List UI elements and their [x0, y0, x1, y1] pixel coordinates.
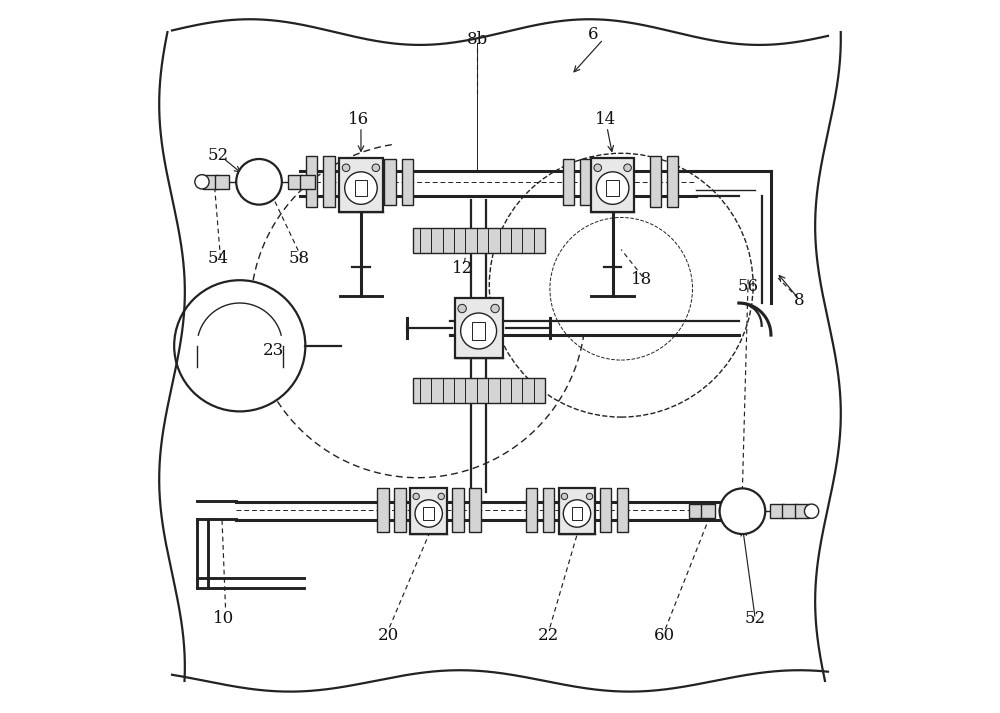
Text: 60: 60: [653, 627, 675, 645]
Bar: [394, 488, 406, 532]
Circle shape: [345, 172, 377, 205]
Bar: [377, 488, 389, 532]
Text: 14: 14: [595, 111, 616, 128]
Circle shape: [720, 488, 765, 534]
Circle shape: [438, 493, 444, 500]
Circle shape: [491, 304, 499, 313]
Bar: [563, 158, 574, 205]
Bar: [452, 488, 464, 532]
Bar: [306, 156, 317, 207]
Text: 12: 12: [452, 260, 473, 277]
Bar: [650, 156, 661, 207]
Circle shape: [413, 493, 419, 500]
Text: 52: 52: [208, 147, 229, 164]
Bar: [689, 504, 703, 518]
Text: 10: 10: [213, 610, 234, 627]
Text: 18: 18: [631, 271, 652, 288]
Bar: [203, 175, 218, 189]
Bar: [384, 158, 396, 205]
Bar: [300, 175, 315, 189]
Text: 20: 20: [377, 627, 399, 645]
Bar: [606, 180, 619, 196]
Text: 54: 54: [208, 250, 229, 267]
Circle shape: [461, 313, 497, 349]
Bar: [580, 158, 591, 205]
Circle shape: [624, 164, 631, 172]
Circle shape: [195, 175, 209, 189]
Bar: [355, 180, 367, 196]
Text: 56: 56: [738, 278, 759, 295]
Circle shape: [563, 500, 591, 527]
Bar: [559, 488, 595, 534]
Bar: [413, 228, 545, 253]
Bar: [215, 175, 229, 189]
Bar: [600, 488, 611, 532]
Bar: [795, 504, 809, 518]
Circle shape: [174, 280, 305, 411]
Circle shape: [236, 159, 282, 205]
Bar: [339, 158, 383, 212]
Text: 22: 22: [538, 627, 559, 645]
Bar: [423, 507, 434, 520]
Circle shape: [804, 504, 819, 518]
Text: 58: 58: [288, 250, 309, 267]
Circle shape: [458, 304, 466, 313]
Circle shape: [596, 172, 629, 205]
Bar: [402, 158, 413, 205]
Circle shape: [342, 164, 350, 172]
Text: 8b: 8b: [467, 31, 488, 48]
Circle shape: [372, 164, 380, 172]
Bar: [617, 488, 628, 532]
Text: 52: 52: [745, 610, 766, 627]
Bar: [526, 488, 537, 532]
Text: 8: 8: [794, 292, 805, 309]
Bar: [323, 156, 335, 207]
Text: 16: 16: [348, 111, 369, 128]
Bar: [472, 322, 485, 340]
Bar: [667, 156, 678, 207]
Bar: [288, 175, 302, 189]
Bar: [770, 504, 784, 518]
Circle shape: [594, 164, 602, 172]
Circle shape: [561, 493, 568, 500]
Circle shape: [586, 493, 593, 500]
Circle shape: [415, 500, 442, 527]
Bar: [782, 504, 797, 518]
Bar: [543, 488, 554, 532]
Text: 23: 23: [263, 342, 284, 359]
Bar: [410, 488, 447, 534]
Bar: [455, 298, 503, 358]
Bar: [413, 378, 545, 403]
Bar: [591, 158, 634, 212]
Bar: [701, 504, 715, 518]
Bar: [572, 507, 582, 520]
Text: 6: 6: [587, 26, 598, 43]
Bar: [469, 488, 481, 532]
